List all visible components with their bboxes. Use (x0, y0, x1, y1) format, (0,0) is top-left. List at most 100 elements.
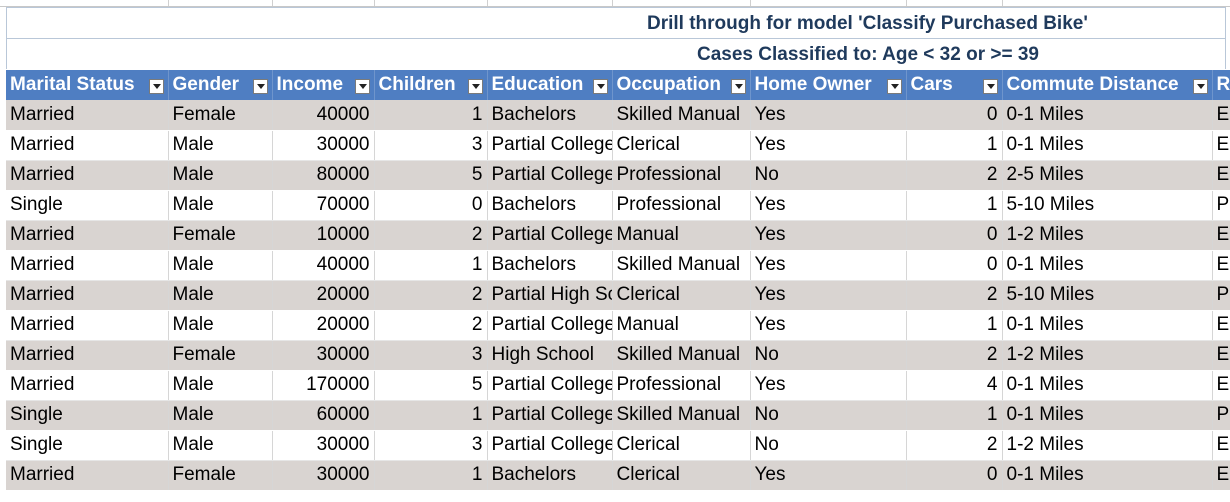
cell-commute-distance[interactable]: 0-1 Miles (1002, 400, 1213, 431)
cell-home-owner[interactable]: Yes (750, 190, 907, 221)
cell-home-owner[interactable]: Yes (750, 130, 907, 161)
cell-commute-distance[interactable]: 0-1 Miles (1002, 370, 1213, 401)
cell-children[interactable]: 1 (374, 100, 488, 131)
cell-cars[interactable]: 1 (906, 130, 1003, 161)
cell-region[interactable]: E (1212, 460, 1230, 491)
cell-gender[interactable]: Male (168, 400, 273, 431)
cell-children[interactable]: 2 (374, 280, 488, 311)
cell-region[interactable]: E (1212, 160, 1230, 191)
cell-gender[interactable]: Male (168, 190, 273, 221)
cell-gender[interactable]: Male (168, 250, 273, 281)
filter-dropdown-icon[interactable] (1192, 79, 1208, 94)
cell-region[interactable]: P (1212, 280, 1230, 311)
cell-income[interactable]: 170000 (272, 370, 375, 401)
cell-region[interactable]: E (1212, 310, 1230, 341)
cell-commute-distance[interactable]: 0-1 Miles (1002, 100, 1213, 131)
column-header-cars[interactable]: Cars (906, 70, 1003, 100)
cell-home-owner[interactable]: Yes (750, 250, 907, 281)
cell-occupation[interactable]: Clerical (612, 460, 751, 491)
cell-marital-status[interactable]: Single (6, 190, 169, 221)
column-header-home-owner[interactable]: Home Owner (750, 70, 907, 100)
cell-income[interactable]: 70000 (272, 190, 375, 221)
cell-income[interactable]: 10000 (272, 220, 375, 251)
cell-home-owner[interactable]: Yes (750, 460, 907, 491)
cell-gender[interactable]: Male (168, 160, 273, 191)
cell-education[interactable]: Partial College (487, 310, 613, 341)
cell-occupation[interactable]: Professional (612, 160, 751, 191)
cell-home-owner[interactable]: No (750, 160, 907, 191)
cell-home-owner[interactable]: Yes (750, 310, 907, 341)
drill-through-title-cell[interactable]: Drill through for model 'Classify Purcha… (6, 7, 1226, 38)
cell-commute-distance[interactable]: 1-2 Miles (1002, 220, 1213, 251)
cell-income[interactable]: 30000 (272, 340, 375, 371)
cell-commute-distance[interactable]: 0-1 Miles (1002, 310, 1213, 341)
cell-occupation[interactable]: Manual (612, 220, 751, 251)
cell-education[interactable]: Partial College (487, 430, 613, 461)
cell-children[interactable]: 0 (374, 190, 488, 221)
cell-education[interactable]: Bachelors (487, 100, 613, 131)
cell-cars[interactable]: 1 (906, 190, 1003, 221)
cell-children[interactable]: 1 (374, 460, 488, 491)
cell-marital-status[interactable]: Married (6, 280, 169, 311)
cell-region[interactable]: E (1212, 250, 1230, 281)
cell-marital-status[interactable]: Married (6, 370, 169, 401)
cell-cars[interactable]: 2 (906, 340, 1003, 371)
cell-occupation[interactable]: Skilled Manual (612, 400, 751, 431)
cell-children[interactable]: 2 (374, 220, 488, 251)
cell-education[interactable]: Partial College (487, 160, 613, 191)
cell-occupation[interactable]: Professional (612, 370, 751, 401)
cell-gender[interactable]: Female (168, 100, 273, 131)
cell-children[interactable]: 3 (374, 430, 488, 461)
filter-dropdown-icon[interactable] (886, 79, 902, 94)
cell-education[interactable]: Bachelors (487, 190, 613, 221)
cell-cars[interactable]: 2 (906, 280, 1003, 311)
cell-children[interactable]: 3 (374, 130, 488, 161)
cell-region[interactable]: P (1212, 190, 1230, 221)
filter-dropdown-icon[interactable] (252, 79, 268, 94)
cell-region[interactable]: E (1212, 130, 1230, 161)
cell-cars[interactable]: 1 (906, 310, 1003, 341)
cell-cars[interactable]: 0 (906, 220, 1003, 251)
cell-home-owner[interactable]: No (750, 340, 907, 371)
cell-cars[interactable]: 0 (906, 250, 1003, 281)
cell-children[interactable]: 2 (374, 310, 488, 341)
cell-education[interactable]: Partial College (487, 400, 613, 431)
cell-marital-status[interactable]: Married (6, 220, 169, 251)
column-header-gender[interactable]: Gender (168, 70, 273, 100)
cell-income[interactable]: 30000 (272, 430, 375, 461)
cell-marital-status[interactable]: Married (6, 460, 169, 491)
filter-dropdown-icon[interactable] (982, 79, 998, 94)
cell-commute-distance[interactable]: 1-2 Miles (1002, 430, 1213, 461)
cell-occupation[interactable]: Clerical (612, 130, 751, 161)
cell-cars[interactable]: 0 (906, 100, 1003, 131)
cell-gender[interactable]: Male (168, 430, 273, 461)
cell-education[interactable]: Bachelors (487, 460, 613, 491)
cell-education[interactable]: Partial High School (487, 280, 613, 311)
cell-marital-status[interactable]: Married (6, 160, 169, 191)
cell-cars[interactable]: 4 (906, 370, 1003, 401)
cell-marital-status[interactable]: Single (6, 430, 169, 461)
cell-income[interactable]: 80000 (272, 160, 375, 191)
cell-cars[interactable]: 2 (906, 430, 1003, 461)
cell-occupation[interactable]: Skilled Manual (612, 250, 751, 281)
cell-education[interactable]: Partial College (487, 370, 613, 401)
cell-education[interactable]: Bachelors (487, 250, 613, 281)
cell-income[interactable]: 40000 (272, 250, 375, 281)
cell-region[interactable]: E (1212, 100, 1230, 131)
filter-dropdown-icon[interactable] (148, 79, 164, 94)
cell-home-owner[interactable]: Yes (750, 280, 907, 311)
cell-commute-distance[interactable]: 2-5 Miles (1002, 160, 1213, 191)
filter-dropdown-icon[interactable] (354, 79, 370, 94)
column-header-occupation[interactable]: Occupation (612, 70, 751, 100)
cell-marital-status[interactable]: Single (6, 400, 169, 431)
cell-commute-distance[interactable]: 0-1 Miles (1002, 130, 1213, 161)
cell-cars[interactable]: 1 (906, 400, 1003, 431)
cell-region[interactable]: E (1212, 220, 1230, 251)
cell-income[interactable]: 40000 (272, 100, 375, 131)
cell-cars[interactable]: 0 (906, 460, 1003, 491)
cell-commute-distance[interactable]: 0-1 Miles (1002, 460, 1213, 491)
filter-dropdown-icon[interactable] (730, 79, 746, 94)
cell-children[interactable]: 5 (374, 370, 488, 401)
cell-gender[interactable]: Female (168, 340, 273, 371)
cell-children[interactable]: 1 (374, 250, 488, 281)
